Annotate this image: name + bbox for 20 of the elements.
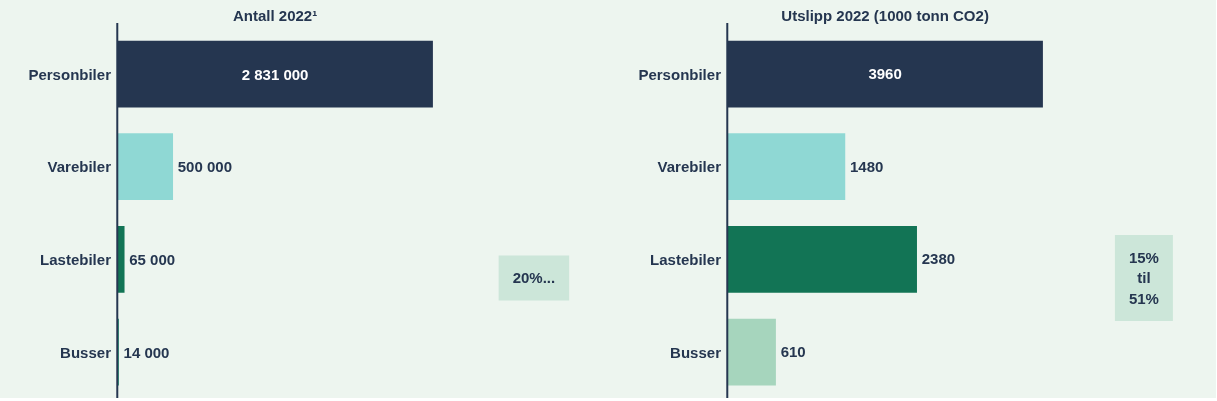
y-tick-label: Varebiler — [47, 158, 112, 176]
text: 15% til 51% — [1128, 249, 1159, 307]
data-label: 3960 — [868, 65, 902, 83]
data-label: 1480 — [849, 157, 884, 175]
y-tick-label: Lastebiler — [40, 250, 112, 268]
data-label: 65 000 — [129, 250, 176, 268]
data-label: 14 000 — [123, 343, 170, 361]
text: 20%... — [512, 269, 556, 287]
y-tick-label: Busser — [60, 343, 112, 361]
y-tick-label: Personbiler — [638, 65, 722, 83]
y-tick-label: Varebiler — [657, 158, 722, 176]
data-label: 2380 — [921, 250, 956, 268]
data-label: 2 831 000 — [241, 65, 309, 83]
y-tick-label: Lastebiler — [650, 250, 722, 268]
y-tick-label: Busser — [670, 343, 722, 361]
data-label: 500 000 — [177, 158, 232, 176]
data-label: 610 — [780, 343, 806, 361]
chart-title: Antall 2022¹ — [232, 7, 318, 25]
y-tick-label: Personbiler — [28, 65, 112, 83]
chart-title: Utslipp 2022 (1000 tonn CO2) — [781, 7, 989, 25]
